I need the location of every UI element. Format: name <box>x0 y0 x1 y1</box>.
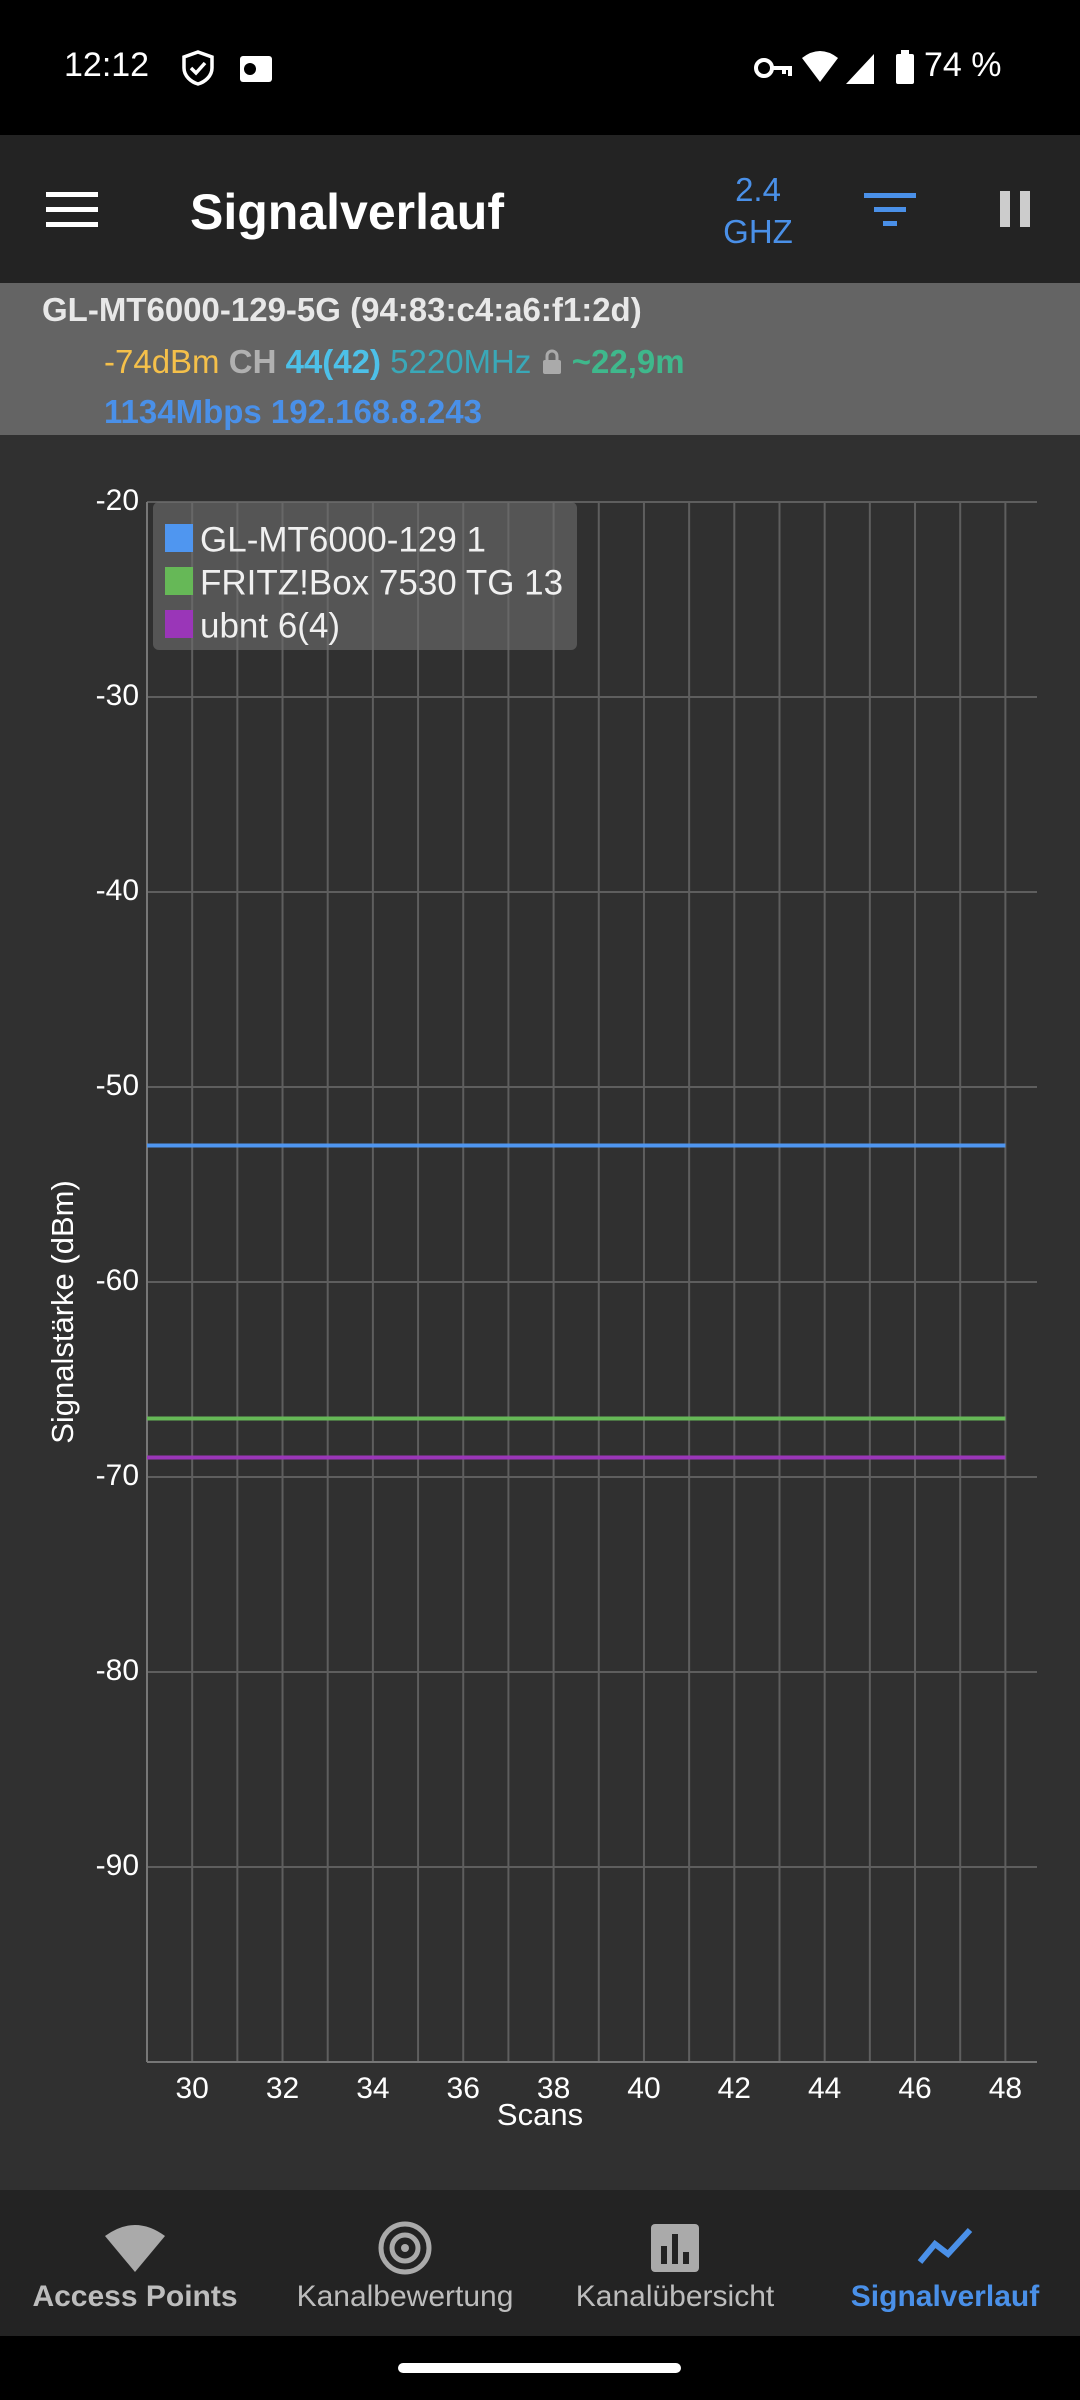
gesture-bar <box>398 2363 681 2373</box>
frequency: 5220MHz <box>390 343 532 380</box>
y-tick-label: -50 <box>96 1069 139 1102</box>
x-tick-label: 30 <box>175 2072 208 2105</box>
pause-button[interactable] <box>998 189 1034 229</box>
app-title: Signalverlauf <box>190 184 504 240</box>
chart: Signalstärke (dBm) Scans -20 -30 -40 -50 -60… <box>0 435 1080 2190</box>
ssid: GL-MT6000-129-5G (94:83:c4:a6:f1:2d) <box>42 291 642 328</box>
x-tick-label: 34 <box>356 2072 389 2105</box>
band-unit: GHZ <box>723 213 793 250</box>
y-tick-label: -30 <box>96 679 139 712</box>
x-tick-label: 48 <box>989 2072 1022 2105</box>
channel: 44(42) <box>285 343 381 380</box>
legend-swatch <box>165 610 193 638</box>
y-axis-title: Signalstärke (dBm) <box>45 1180 80 1444</box>
x-tick-label: 36 <box>447 2072 480 2105</box>
y-tick-label: -40 <box>96 874 139 907</box>
legend-swatch <box>165 524 193 552</box>
bottom-nav: Access Points Kanalbewertung Kanalübersi… <box>0 2190 1080 2336</box>
x-axis-title: Scans <box>497 2097 583 2132</box>
app-bar: Signalverlauf 2.4 GHZ <box>0 135 1080 283</box>
rate-ip: 1134Mbps 192.168.8.243 <box>104 393 482 430</box>
y-tick-label: -70 <box>96 1459 139 1492</box>
x-tick-label: 44 <box>808 2072 841 2105</box>
signal: -74dBm <box>104 343 220 380</box>
lock-icon <box>542 349 561 374</box>
x-tick-label: 40 <box>627 2072 660 2105</box>
y-tick-label: -60 <box>96 1264 139 1297</box>
details: -74dBm CH 44(42) 5220MHz ~22,9m <box>104 343 685 381</box>
y-tick-label: -80 <box>96 1654 139 1687</box>
legend-label: FRITZ!Box 7530 TG 13 <box>200 563 563 602</box>
x-tick-label: 42 <box>718 2072 751 2105</box>
legend-label: GL-MT6000-129 1 <box>200 520 486 559</box>
y-tick-label: -20 <box>96 484 139 517</box>
filter-button[interactable] <box>864 189 916 229</box>
band-toggle[interactable]: 2.4 GHZ <box>700 169 816 253</box>
nav-item[interactable]: Kanalübersicht <box>575 2280 775 2313</box>
band: 2.4 <box>735 171 781 208</box>
y-tick-label: -90 <box>96 1849 139 1882</box>
nav-item-active[interactable]: Signalverlauf <box>850 2280 1040 2313</box>
menu-button[interactable] <box>46 190 98 230</box>
system-icons <box>754 50 914 84</box>
connection-info: GL-MT6000-129-5G (94:83:c4:a6:f1:2d) -74… <box>0 283 1080 435</box>
legend-box <box>153 502 577 650</box>
status-icons <box>182 50 272 86</box>
legend-label: ubnt 6(4) <box>200 606 340 645</box>
battery-level: 74 % <box>924 46 1002 84</box>
x-tick-label: 32 <box>266 2072 299 2105</box>
distance: ~22,9m <box>571 343 685 380</box>
status-bar: 12:12 74 % <box>0 0 1080 135</box>
x-tick-label: 46 <box>898 2072 931 2105</box>
channel-label: CH <box>228 343 277 380</box>
nav-item[interactable]: Access Points <box>32 2280 238 2313</box>
nav-icons <box>105 2221 973 2275</box>
x-tick-label: 38 <box>537 2072 570 2105</box>
legend-swatch <box>165 567 193 595</box>
nav-item[interactable]: Kanalbewertung <box>296 2280 514 2313</box>
clock: 12:12 <box>64 46 150 84</box>
